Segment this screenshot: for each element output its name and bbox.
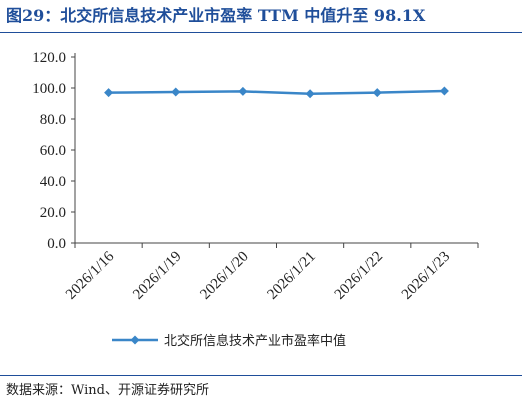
- y-tick-label: 0.0: [47, 236, 66, 252]
- x-tick-label: 2026/1/16: [63, 248, 118, 303]
- data-point: [238, 86, 248, 96]
- data-point: [104, 88, 114, 98]
- x-axis: 2026/1/16 2026/1/19 2026/1/20 2026/1/21 2026…: [63, 242, 479, 303]
- data-point: [171, 87, 181, 97]
- data-point: [439, 86, 449, 96]
- source-note: 数据来源：Wind、开源证券研究所: [6, 383, 209, 398]
- chart-title: 图29：北交所信息技术产业市盈率 TTM 中值升至 98.1X: [6, 6, 426, 25]
- x-tick-label: 2026/1/20: [197, 249, 251, 303]
- x-tick-label: 2026/1/23: [399, 249, 453, 303]
- y-axis: 0.0 20.0 40.0 60.0 80.0 100.0 120.0: [32, 50, 76, 252]
- y-tick-label: 80.0: [40, 112, 66, 128]
- x-tick-label: 2026/1/21: [265, 249, 319, 303]
- x-tick-label: 2026/1/22: [332, 249, 386, 303]
- y-tick-label: 40.0: [40, 174, 66, 190]
- x-tick-label: 2026/1/19: [130, 249, 184, 303]
- legend-marker: [130, 335, 140, 345]
- y-tick-label: 60.0: [40, 143, 66, 159]
- y-tick-label: 100.0: [32, 81, 66, 97]
- series-line: [108, 89, 445, 95]
- title-divider: [0, 32, 522, 33]
- legend: 北交所信息技术产业市盈率中值: [112, 333, 346, 349]
- y-tick-label: 120.0: [32, 50, 66, 66]
- data-point: [305, 89, 315, 99]
- source-divider: [0, 375, 522, 376]
- legend-label: 北交所信息技术产业市盈率中值: [164, 333, 346, 349]
- y-tick-label: 20.0: [40, 205, 66, 221]
- data-point: [372, 88, 382, 98]
- series-line-group: [104, 86, 449, 99]
